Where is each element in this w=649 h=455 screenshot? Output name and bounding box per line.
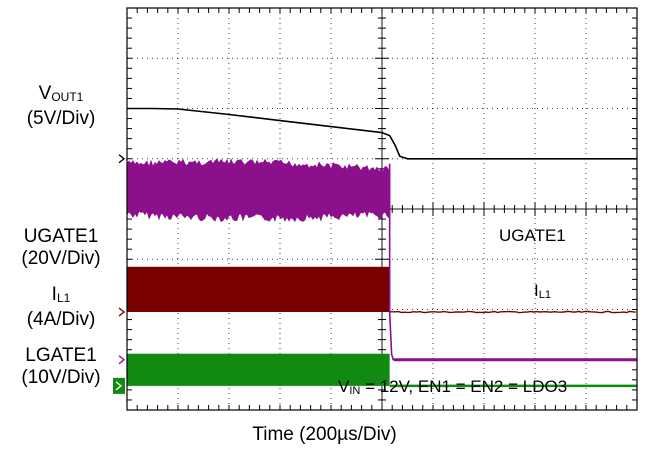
lgate1-label: LGATE1 (10V/Div) bbox=[21, 345, 101, 388]
ugate1-trace-label: UGATE1 bbox=[499, 226, 566, 245]
ugate1-switching-band bbox=[127, 266, 390, 313]
ugate1-ground-marker bbox=[118, 307, 126, 317]
vout1-trace bbox=[127, 107, 637, 160]
plot-frame bbox=[126, 7, 638, 411]
vout1-ground-marker bbox=[118, 154, 126, 164]
ugate1-label: UGATE1 (20V/Div) bbox=[21, 226, 101, 269]
il1-label: IL1 (4A/Div) bbox=[26, 284, 96, 330]
il1-edge bbox=[388, 163, 395, 361]
traces bbox=[126, 107, 637, 388]
lgate1-switching-band bbox=[127, 353, 390, 386]
ground-markers bbox=[113, 154, 126, 394]
il1-ripple-band bbox=[126, 158, 390, 222]
lgate1-ground-marker-arrow bbox=[115, 381, 123, 391]
x-axis-label: Time (200µs/Div) bbox=[252, 424, 397, 445]
il1-ground-marker bbox=[118, 355, 126, 365]
conditions-annotation: VIN = 12V, EN1 = EN2 = LDO3 bbox=[338, 377, 568, 397]
vout1-label: VOUT1 (5V/Div) bbox=[26, 83, 96, 129]
il1-trace-label: IL1 bbox=[534, 281, 551, 301]
ugate1-off-trace bbox=[389, 310, 636, 314]
